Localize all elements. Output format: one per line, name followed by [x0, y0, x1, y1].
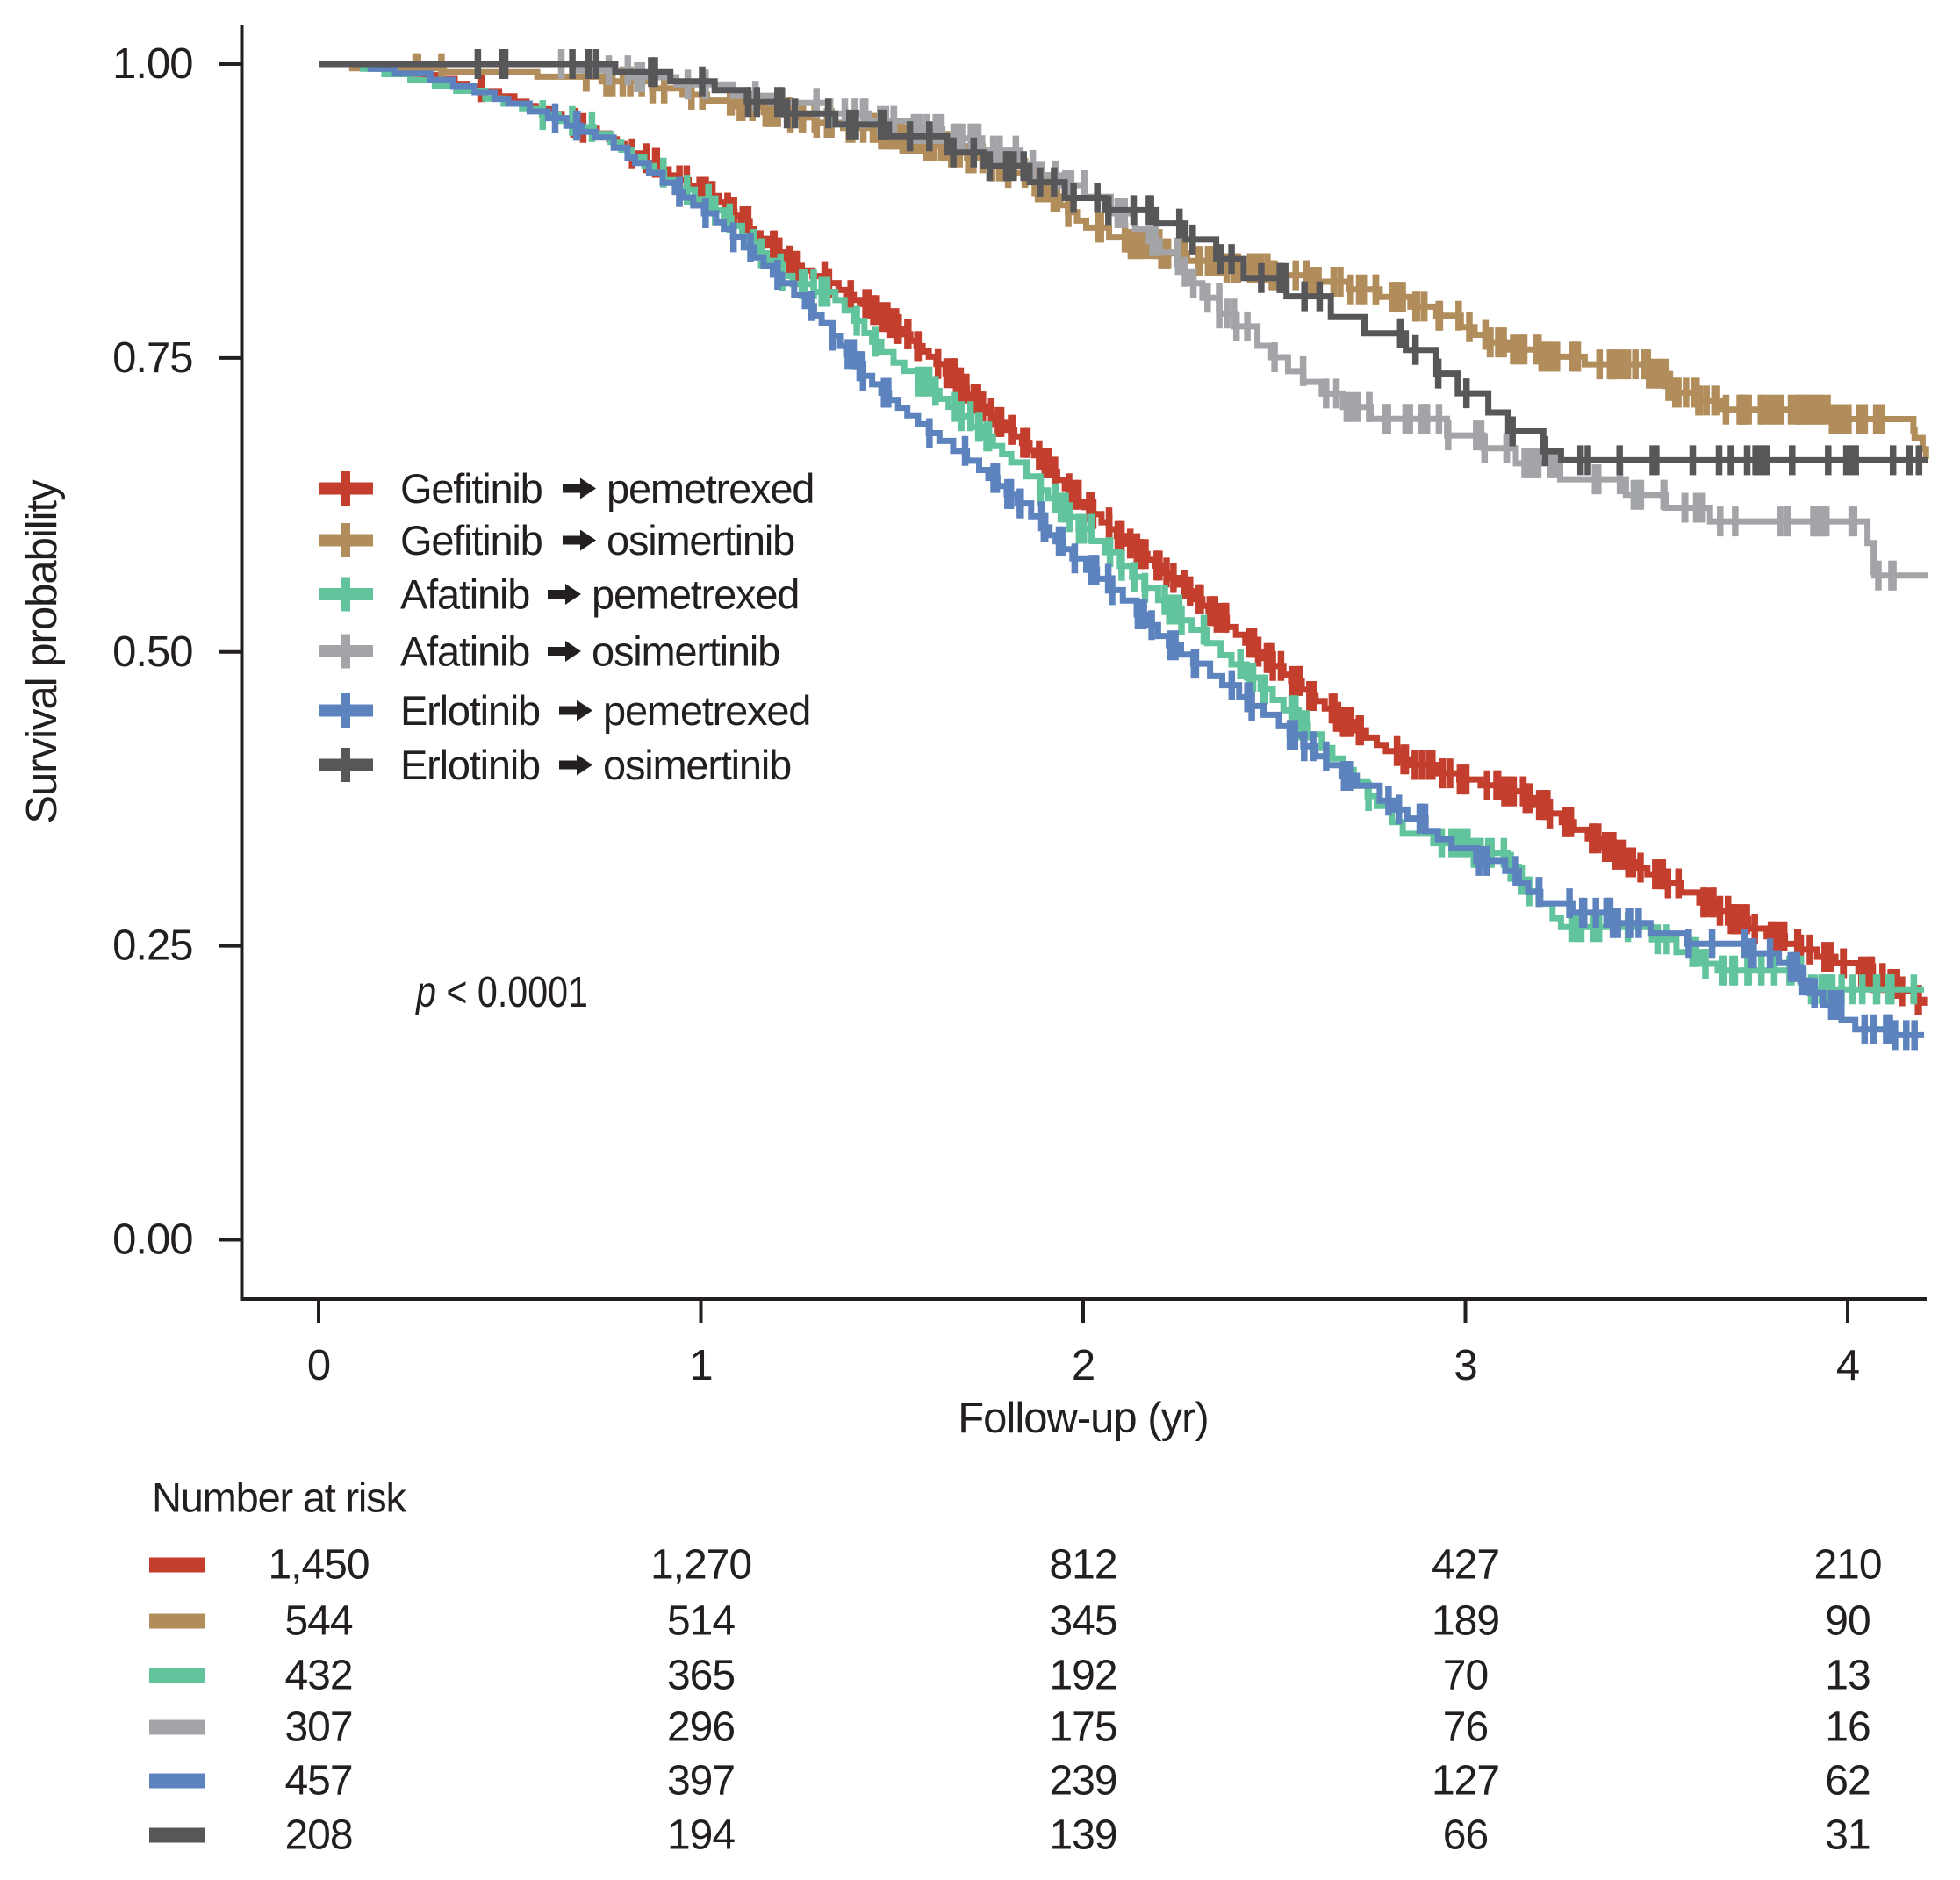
svg-text:514: 514 [667, 1598, 735, 1645]
svg-text:Gefitinib: Gefitinib [400, 517, 542, 563]
svg-text:osimertinib: osimertinib [607, 517, 794, 563]
svg-text:208: 208 [284, 1812, 352, 1859]
svg-text:2: 2 [1072, 1342, 1095, 1389]
svg-text:457: 457 [284, 1758, 352, 1805]
svg-text:Gefitinib: Gefitinib [400, 465, 542, 512]
svg-text:189: 189 [1432, 1598, 1499, 1645]
svg-text:175: 175 [1049, 1704, 1116, 1751]
svg-text:Erlotinib: Erlotinib [400, 742, 540, 788]
svg-text:345: 345 [1049, 1598, 1116, 1645]
svg-text:192: 192 [1049, 1653, 1116, 1699]
svg-text:127: 127 [1432, 1758, 1499, 1805]
svg-text:427: 427 [1432, 1542, 1499, 1589]
svg-text:p < 0.0001: p < 0.0001 [414, 969, 588, 1016]
svg-text:239: 239 [1049, 1758, 1116, 1805]
svg-text:3: 3 [1454, 1342, 1476, 1389]
svg-text:812: 812 [1049, 1542, 1116, 1589]
svg-text:Afatinib: Afatinib [400, 571, 529, 618]
svg-text:0.25: 0.25 [112, 922, 192, 970]
svg-text:397: 397 [667, 1758, 735, 1805]
svg-text:pemetrexed: pemetrexed [607, 465, 814, 512]
svg-text:1,270: 1,270 [650, 1542, 751, 1589]
svg-text:0.75: 0.75 [112, 334, 192, 382]
svg-text:544: 544 [284, 1598, 352, 1645]
svg-text:1.00: 1.00 [112, 40, 192, 88]
svg-text:Afatinib: Afatinib [400, 628, 529, 675]
svg-text:Survival probability: Survival probability [18, 479, 66, 824]
svg-text:31: 31 [1825, 1812, 1870, 1859]
svg-text:0: 0 [307, 1342, 330, 1389]
svg-text:osimertinib: osimertinib [592, 628, 779, 675]
svg-text:0.50: 0.50 [112, 628, 192, 676]
svg-text:1,450: 1,450 [268, 1542, 369, 1589]
svg-text:296: 296 [667, 1704, 735, 1751]
svg-text:62: 62 [1825, 1758, 1870, 1805]
svg-text:13: 13 [1825, 1653, 1870, 1699]
svg-text:194: 194 [667, 1812, 735, 1859]
svg-text:0.00: 0.00 [112, 1216, 192, 1264]
svg-text:365: 365 [667, 1653, 735, 1699]
svg-text:osimertinib: osimertinib [603, 742, 791, 788]
svg-text:66: 66 [1443, 1812, 1488, 1859]
svg-text:432: 432 [284, 1653, 352, 1699]
svg-text:16: 16 [1825, 1704, 1870, 1751]
svg-text:1: 1 [689, 1342, 712, 1389]
svg-text:Follow-up (yr): Follow-up (yr) [958, 1395, 1208, 1442]
svg-text:70: 70 [1443, 1653, 1488, 1699]
svg-text:139: 139 [1049, 1812, 1116, 1859]
svg-text:pemetrexed: pemetrexed [592, 571, 799, 618]
svg-text:307: 307 [284, 1704, 352, 1751]
svg-text:4: 4 [1836, 1342, 1859, 1389]
svg-text:Number at risk: Number at risk [152, 1475, 406, 1521]
svg-text:pemetrexed: pemetrexed [603, 687, 810, 734]
svg-text:Erlotinib: Erlotinib [400, 687, 540, 734]
svg-text:210: 210 [1813, 1542, 1881, 1589]
svg-text:90: 90 [1825, 1598, 1870, 1645]
svg-text:76: 76 [1443, 1704, 1488, 1751]
